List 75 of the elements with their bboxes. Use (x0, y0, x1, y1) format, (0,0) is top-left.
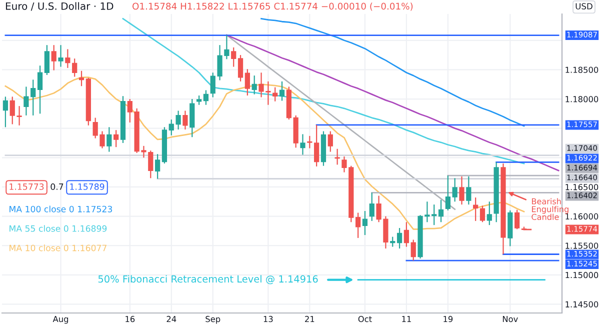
candlestick (396, 227, 402, 250)
x-tick-label: 13 (264, 316, 273, 322)
candlestick (154, 154, 160, 180)
candlestick (106, 126, 112, 152)
candlestick (307, 135, 312, 149)
x-tick-label: 21 (305, 316, 314, 322)
candlestick (300, 134, 306, 156)
x-tick-label: 19 (444, 316, 453, 322)
candlestick (438, 199, 444, 223)
candlestick (272, 86, 278, 102)
candlestick (466, 176, 472, 206)
candlestick (231, 46, 236, 68)
text: MA 55 close 0 1.16899 (10, 225, 107, 232)
line-series (122, 18, 525, 164)
candlestick (410, 239, 416, 262)
x-tick-label: 11 (402, 316, 411, 322)
chart-title: Euro / U.S. Dollar · 1D (6, 2, 114, 11)
x-tick-label: Aug (52, 316, 68, 324)
candlestick (355, 212, 361, 239)
annotation: 0.7 (50, 183, 64, 190)
y-tick-label: 1.16500 (566, 184, 598, 190)
annotation: 1.15789 (70, 183, 104, 190)
y-tick-label: 1.18500 (566, 66, 598, 73)
annotation: 50% Fibonacci Retracement Level @ 1.14916 (98, 275, 318, 284)
candlestick (328, 130, 333, 152)
candlestick (148, 150, 154, 179)
candlestick (480, 205, 486, 223)
candlestick (445, 175, 450, 211)
candlestick (114, 130, 119, 148)
y-tick-label: 1.18000 (566, 96, 598, 102)
y-tick-label: 1.14500 (566, 301, 598, 308)
text: MA 10 close 0 1.16077 (10, 244, 106, 252)
line-series (260, 18, 525, 127)
text: MA 100 close 0 1.17523 (10, 206, 112, 212)
candlestick (65, 48, 70, 68)
candlestick (362, 210, 368, 236)
line-series (226, 34, 560, 172)
candlestick (244, 68, 250, 96)
x-tick-label: Nov (502, 316, 518, 322)
y-tick-label: 1.15500 (566, 242, 598, 249)
candlestick (196, 94, 202, 106)
candlestick (44, 44, 50, 76)
y-tick-label: 1.16000 (566, 213, 598, 220)
candlestick (452, 178, 458, 202)
x-tick-label: Sep (206, 316, 220, 324)
candlestick (314, 124, 320, 167)
candlestick (37, 65, 43, 114)
x-tick-label: Oct (358, 316, 372, 322)
candlestick (72, 58, 78, 78)
candlestick (238, 54, 244, 82)
candlestick (473, 196, 478, 222)
candlestick (190, 98, 195, 138)
y-tick-label: 1.15000 (566, 272, 598, 278)
candlestick (127, 98, 132, 124)
candlestick (432, 204, 437, 226)
text: USD (576, 3, 592, 10)
text: O1.15784 H1.15822 L1.15765 C1.15774 −0.00010 (−0.01%) (132, 2, 413, 11)
candlestick (2, 96, 8, 128)
candlestick (390, 236, 396, 248)
candlestick (203, 90, 209, 106)
candlestick (58, 44, 64, 68)
candlestick (252, 75, 257, 95)
candlestick (459, 176, 464, 206)
candlestick (51, 44, 56, 71)
x-tick-label: 16 (126, 316, 135, 322)
candlestick (404, 222, 410, 248)
candlestick (279, 80, 285, 102)
candlestick (514, 209, 520, 230)
x-tick-label: 24 (166, 316, 176, 322)
candlestick (182, 110, 188, 130)
annotation: 1.15773 (10, 183, 44, 190)
candlestick (78, 70, 84, 87)
candlestick (334, 148, 340, 166)
candlestick (486, 201, 492, 226)
candlestick (369, 192, 374, 222)
